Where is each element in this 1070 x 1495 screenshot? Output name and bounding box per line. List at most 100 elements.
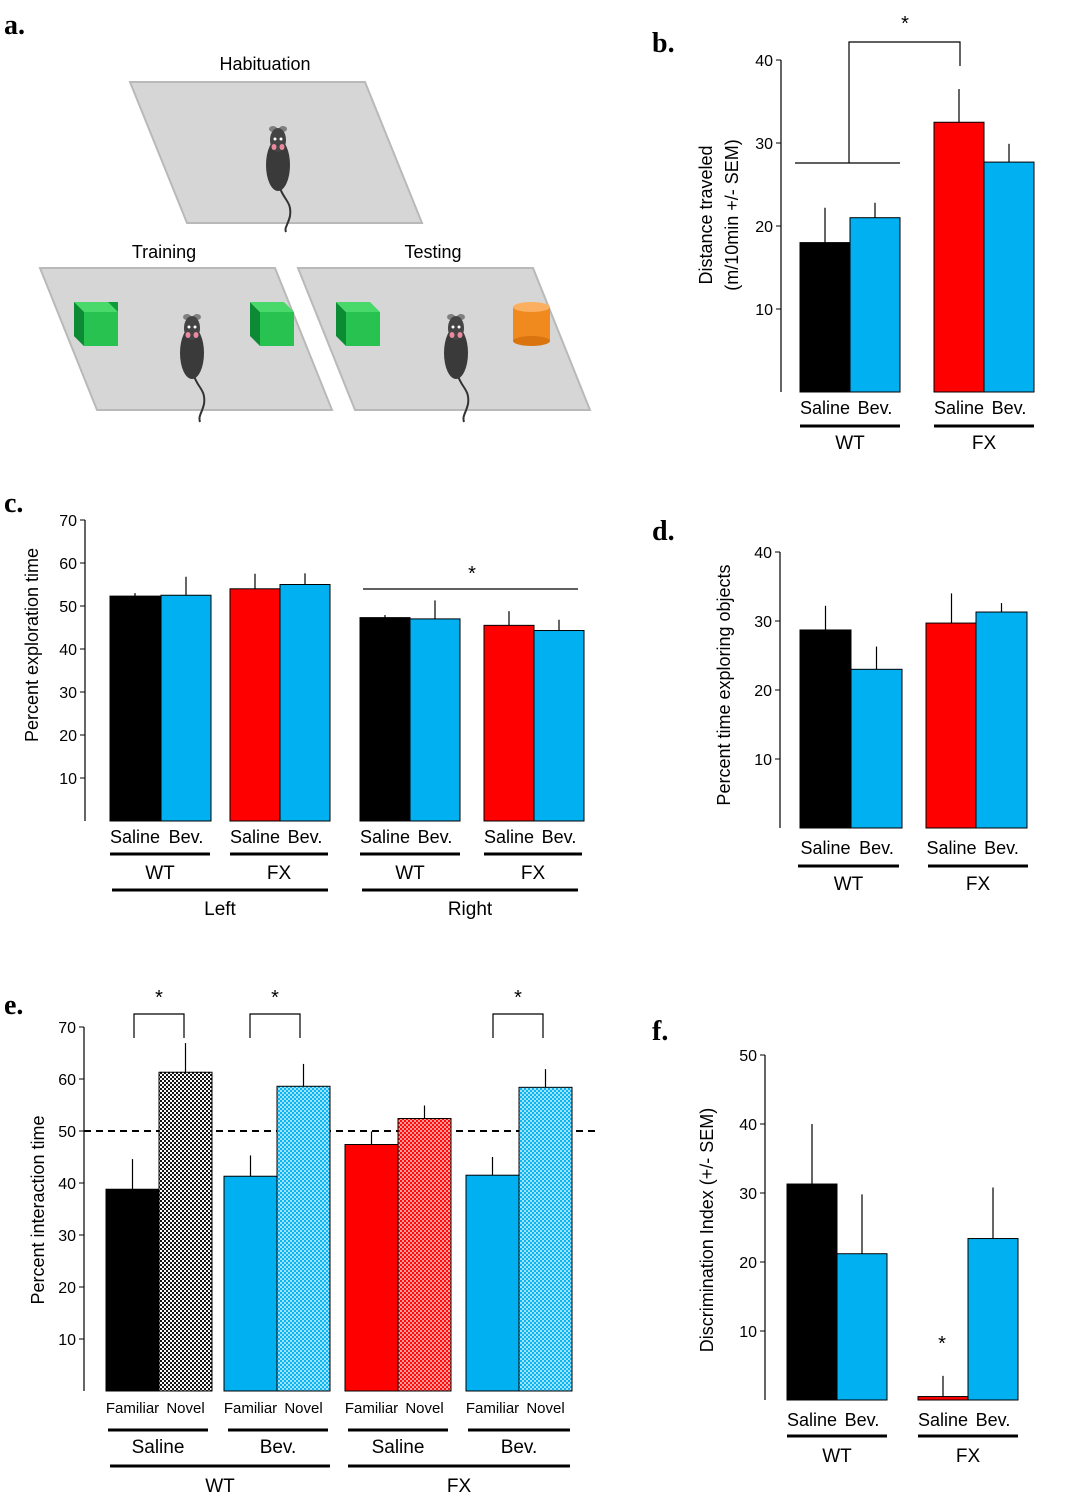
group-label: WT bbox=[835, 433, 865, 454]
training-label: Training bbox=[132, 242, 196, 262]
y-tick-label: 70 bbox=[58, 1020, 76, 1037]
group-label: WT bbox=[822, 1446, 852, 1467]
category-label: Bev. bbox=[992, 398, 1027, 418]
supergroup-label: Right bbox=[448, 899, 493, 920]
testing-cylinder bbox=[513, 302, 550, 346]
y-tick-label: 20 bbox=[755, 219, 773, 236]
significance-bracket bbox=[249, 1013, 301, 1038]
y-tick-label: 20 bbox=[59, 728, 77, 745]
group-label: Saline bbox=[132, 1437, 185, 1458]
bar bbox=[975, 611, 1028, 829]
bar bbox=[933, 121, 985, 393]
supergroup-label: FX bbox=[447, 1476, 472, 1495]
panel-b-label: b. bbox=[652, 28, 675, 59]
bar bbox=[925, 622, 978, 829]
panel-e-label: e. bbox=[4, 990, 23, 1021]
bar bbox=[344, 1144, 399, 1392]
y-tick-label: 40 bbox=[739, 1117, 757, 1134]
category-label: Familiar bbox=[466, 1400, 519, 1417]
category-label: Saline bbox=[787, 1410, 837, 1430]
y-tick-label: 30 bbox=[739, 1186, 757, 1203]
group-label: FX bbox=[966, 874, 991, 895]
significance-star: * bbox=[901, 13, 909, 35]
group-label: Bev. bbox=[260, 1437, 297, 1458]
y-tick-label: 20 bbox=[754, 683, 772, 700]
bar bbox=[158, 1071, 213, 1392]
training-cube-left bbox=[74, 302, 118, 346]
category-label: Saline bbox=[230, 827, 280, 847]
category-label: Saline bbox=[926, 838, 976, 858]
group-label: WT bbox=[145, 863, 175, 884]
bar bbox=[850, 668, 903, 829]
y-tick-label: 10 bbox=[755, 302, 773, 319]
panel-b-chart: b. 10 20 30 40 Distance traveled (m/10min +/- … bbox=[652, 13, 1035, 454]
bar bbox=[483, 624, 535, 822]
y-tick-label: 40 bbox=[59, 642, 77, 659]
category-label: Bev. bbox=[418, 827, 453, 847]
panel-e-chart: e. 10 20 30 40 50 60 70 Percent interaction time… bbox=[4, 987, 596, 1495]
bar bbox=[397, 1118, 452, 1392]
panel-d-label: d. bbox=[652, 516, 675, 547]
supergroup-label: WT bbox=[205, 1476, 235, 1495]
testing-cube bbox=[336, 302, 380, 346]
y-tick-label: 10 bbox=[58, 1332, 76, 1349]
mouse-testing bbox=[444, 314, 470, 423]
significance-star: * bbox=[468, 563, 476, 585]
group-label: FX bbox=[956, 1446, 981, 1467]
category-label: Novel bbox=[405, 1400, 443, 1417]
category-label: Bev. bbox=[858, 398, 893, 418]
category-label: Saline bbox=[800, 398, 850, 418]
category-label: Saline bbox=[110, 827, 160, 847]
category-label: Familiar bbox=[106, 1400, 159, 1417]
bar bbox=[276, 1085, 331, 1392]
significance-star: * bbox=[155, 987, 163, 1009]
bar bbox=[917, 1396, 969, 1401]
mouse-training bbox=[180, 314, 206, 423]
group-label: FX bbox=[972, 433, 997, 454]
y-tick-label: 40 bbox=[755, 53, 773, 70]
significance-star: * bbox=[938, 1333, 946, 1355]
panel-d-chart: d. 10 20 30 40 Percent time exploring objects… bbox=[652, 516, 1028, 895]
panel-c-label: c. bbox=[4, 488, 23, 519]
group-label: FX bbox=[521, 863, 546, 884]
group-label: Bev. bbox=[501, 1437, 538, 1458]
category-label: Familiar bbox=[224, 1400, 277, 1417]
bar bbox=[229, 588, 281, 822]
category-label: Bev. bbox=[984, 838, 1019, 858]
bar bbox=[105, 1188, 160, 1392]
bar bbox=[849, 217, 901, 393]
significance-star: * bbox=[271, 987, 279, 1009]
category-label: Saline bbox=[484, 827, 534, 847]
bar bbox=[983, 161, 1035, 393]
category-label: Saline bbox=[800, 838, 850, 858]
bar bbox=[359, 617, 411, 822]
y-tick-label: 50 bbox=[59, 599, 77, 616]
category-label: Bev. bbox=[542, 827, 577, 847]
category-label: Bev. bbox=[845, 1410, 880, 1430]
panel-c-chart: c. 10 20 30 40 50 60 70 Percent exploration time… bbox=[4, 488, 585, 920]
category-label: Familiar bbox=[345, 1400, 398, 1417]
y-tick-label: 60 bbox=[58, 1072, 76, 1089]
group-label: WT bbox=[395, 863, 425, 884]
bar bbox=[409, 618, 461, 822]
y-tick-label: 30 bbox=[755, 136, 773, 153]
bar bbox=[465, 1174, 520, 1392]
y-tick-label: 10 bbox=[754, 752, 772, 769]
y-axis-label: Discrimination Index (+/- SEM) bbox=[697, 1108, 717, 1353]
bar bbox=[223, 1175, 278, 1392]
y-tick-label: 30 bbox=[754, 614, 772, 631]
y-tick-label: 10 bbox=[59, 771, 77, 788]
y-tick-label: 10 bbox=[739, 1324, 757, 1341]
category-label: Bev. bbox=[288, 827, 323, 847]
y-tick-label: 30 bbox=[58, 1228, 76, 1245]
category-label: Bev. bbox=[859, 838, 894, 858]
bar bbox=[799, 629, 852, 829]
bar bbox=[967, 1238, 1019, 1401]
significance-bracket bbox=[133, 1013, 185, 1038]
y-tick-label: 30 bbox=[59, 685, 77, 702]
category-label: Bev. bbox=[169, 827, 204, 847]
y-axis-label: (m/10min +/- SEM) bbox=[722, 139, 742, 291]
panel-a: a. Habituation Training Testing bbox=[4, 10, 592, 423]
significance-bracket bbox=[492, 1013, 544, 1038]
